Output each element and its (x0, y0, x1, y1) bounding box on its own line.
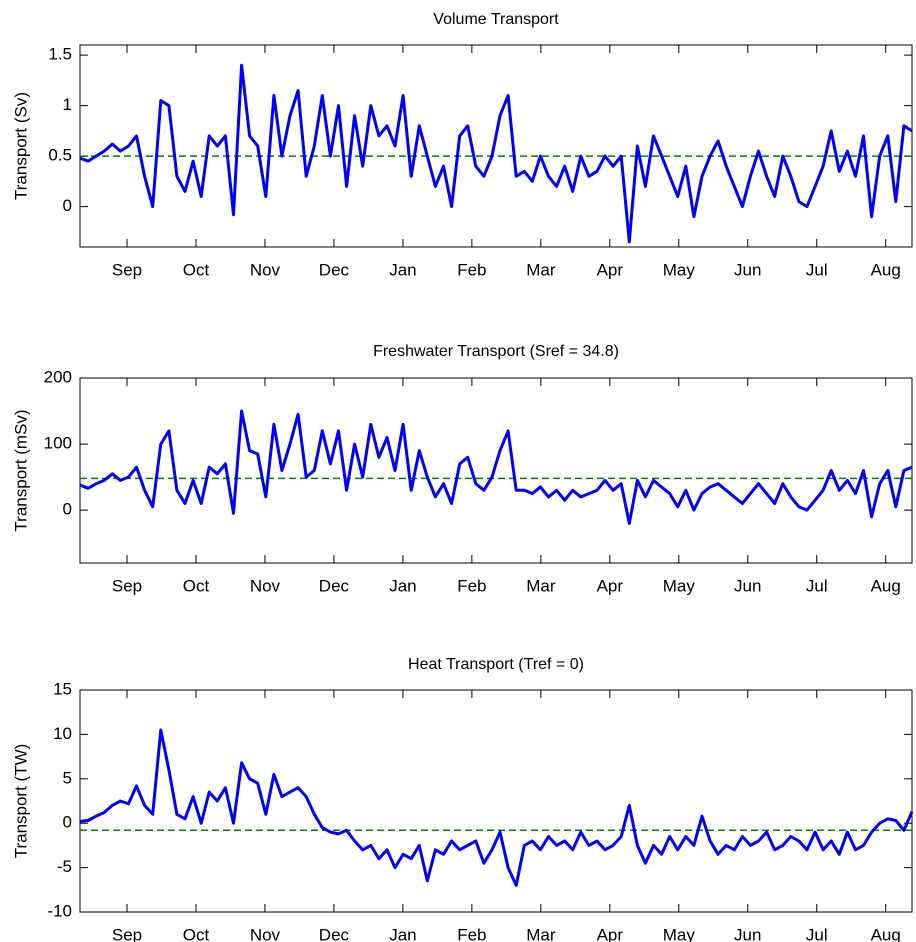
x-tick-label: Jun (734, 576, 761, 595)
y-tick-label: 15 (53, 679, 72, 698)
y-tick-label: 0.5 (48, 146, 72, 165)
y-tick-label: 0 (63, 813, 72, 832)
x-tick-label: Dec (319, 576, 350, 595)
x-tick-label: Apr (597, 925, 624, 942)
x-tick-label: Mar (526, 260, 556, 279)
y-axis-label: Transport (TW) (11, 744, 30, 859)
y-axis-label: Transport (mSv) (11, 409, 30, 531)
x-tick-label: May (663, 576, 696, 595)
x-tick-label: Feb (457, 260, 486, 279)
x-tick-label: May (663, 260, 696, 279)
x-tick-label: Sep (112, 576, 142, 595)
y-tick-label: 10 (53, 724, 72, 743)
x-tick-label: Aug (871, 576, 901, 595)
subplot: Freshwater Transport (Sref = 34.8) Transp… (11, 343, 913, 595)
x-tick-label: Dec (319, 260, 350, 279)
subplot: Heat Transport (Tref = 0) Transport (TW) -… (11, 656, 914, 942)
x-tick-label: Jul (806, 576, 828, 595)
subplot-title: Freshwater Transport (Sref = 34.8) (373, 343, 619, 360)
x-tick-label: Feb (457, 576, 486, 595)
x-tick-label: Jun (734, 925, 761, 942)
y-tick-label: 1 (63, 95, 72, 114)
x-tick-label: Jan (389, 260, 416, 279)
x-tick-label: Jul (806, 260, 828, 279)
x-tick-label: Aug (871, 925, 901, 942)
x-tick-label: Mar (526, 576, 556, 595)
subplot-title: Volume Transport (433, 11, 559, 28)
x-tick-label: Nov (250, 260, 281, 279)
x-tick-label: Nov (250, 925, 281, 942)
y-tick-label: -10 (47, 901, 72, 920)
axes-box (79, 689, 913, 913)
x-tick-label: Apr (597, 576, 624, 595)
x-tick-label: Mar (526, 925, 556, 942)
y-tick-label: 1.5 (48, 45, 72, 64)
y-tick-label: 0 (63, 196, 72, 215)
x-tick-label: Sep (112, 925, 142, 942)
subplot-title: Heat Transport (Tref = 0) (408, 656, 584, 673)
y-tick-label: 5 (63, 768, 72, 787)
x-tick-label: Oct (183, 925, 210, 942)
data-line (79, 728, 914, 887)
y-tick-label: 200 (44, 367, 72, 386)
x-tick-label: Feb (457, 925, 486, 942)
x-tick-label: Dec (319, 925, 350, 942)
x-tick-label: Oct (183, 260, 210, 279)
axes-box (79, 377, 913, 564)
x-tick-label: Nov (250, 576, 281, 595)
data-line (79, 63, 913, 244)
y-tick-label: -5 (57, 857, 72, 876)
x-tick-label: Jan (389, 576, 416, 595)
x-tick-label: Aug (871, 260, 901, 279)
x-tick-label: Apr (597, 260, 624, 279)
data-line (79, 409, 913, 525)
x-tick-label: Jul (806, 925, 828, 942)
x-tick-label: Sep (112, 260, 142, 279)
y-tick-label: 100 (44, 434, 72, 453)
x-tick-label: Jan (389, 925, 416, 942)
y-axis-label: Transport (Sv) (11, 92, 30, 200)
x-tick-label: May (663, 925, 696, 942)
subplot: Volume Transport Transport (Sv) 0 0.5 1 1.5 Se… (11, 11, 913, 279)
x-tick-label: Jun (734, 260, 761, 279)
y-tick-label: 0 (63, 500, 72, 519)
axes-box (79, 44, 913, 248)
x-tick-label: Oct (183, 576, 210, 595)
